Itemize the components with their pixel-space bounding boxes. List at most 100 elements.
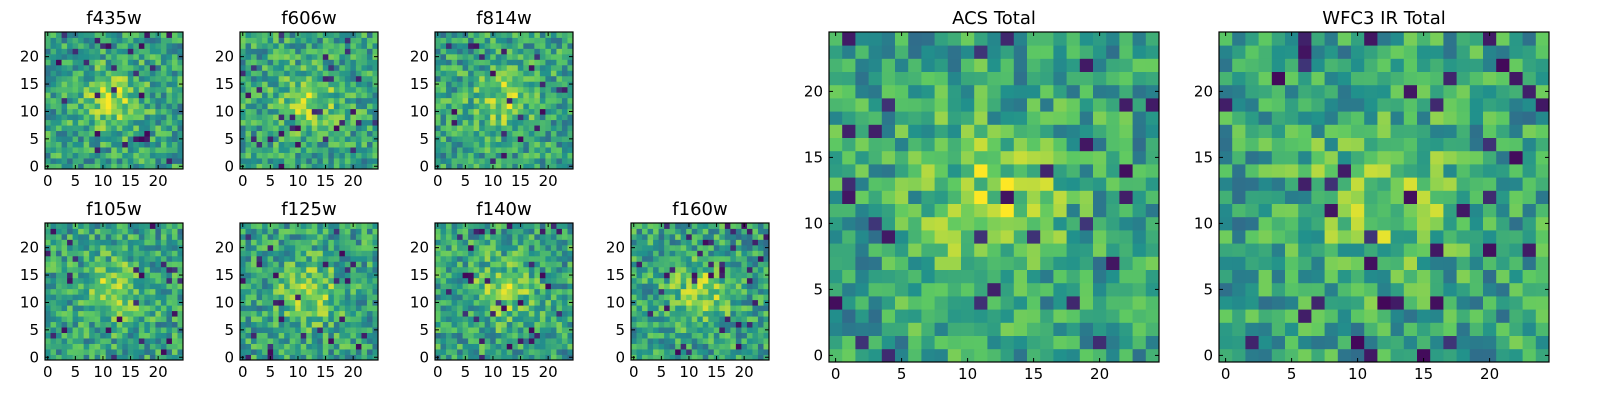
heatmap-cell (240, 277, 246, 284)
heatmap-cell (947, 322, 962, 336)
heatmap-cell (355, 48, 362, 55)
heatmap-cell (741, 261, 748, 268)
heatmap-cell (105, 294, 112, 301)
heatmap-cell (457, 32, 463, 38)
heatmap-cell (435, 266, 441, 273)
heatmap-cell (251, 59, 257, 66)
heatmap-cell (550, 283, 557, 290)
heatmap-cell (567, 223, 574, 229)
heatmap-cell (479, 141, 486, 148)
heatmap-cell (105, 305, 112, 312)
heatmap-cell (647, 239, 654, 246)
heatmap-cell (50, 255, 57, 262)
heatmap-cell (523, 136, 530, 142)
heatmap-cell (468, 59, 475, 66)
heatmap-cell (517, 147, 524, 153)
heatmap-cell (311, 277, 318, 284)
heatmap-cell (567, 228, 574, 235)
heatmap-cell (355, 81, 362, 88)
heatmap-cell (735, 228, 742, 235)
heatmap-cell (116, 152, 123, 159)
heatmap-cell (289, 255, 296, 262)
heatmap-cell (72, 283, 79, 290)
heatmap-cell (473, 75, 480, 82)
heatmap-cell (273, 305, 280, 312)
heatmap-cell (344, 119, 351, 126)
heatmap-cell (921, 243, 935, 257)
heatmap-cell (934, 203, 949, 218)
heatmap-cell (473, 108, 480, 115)
heatmap-cell (251, 250, 257, 257)
heatmap-cell (752, 272, 759, 279)
heatmap-cell (440, 119, 447, 126)
heatmap-cell (697, 239, 704, 246)
heatmap-cell (127, 283, 134, 290)
heatmap-cell (78, 349, 85, 355)
heatmap-cell (56, 114, 62, 121)
panel-title: f105w (86, 199, 141, 220)
heatmap-cell (669, 228, 676, 235)
heatmap-cell (528, 114, 535, 121)
heatmap-cell (636, 294, 643, 301)
heatmap-cell (501, 332, 508, 339)
heatmap-cell (881, 269, 896, 284)
heatmap-cell (512, 32, 519, 38)
heatmap-cell (757, 349, 764, 355)
heatmap-cell (451, 163, 458, 170)
heatmap-cell (306, 64, 313, 71)
heatmap-cell (322, 294, 329, 301)
heatmap-cell (144, 163, 151, 170)
heatmap-cell (72, 316, 79, 323)
heatmap-cell (1119, 177, 1133, 191)
heatmap-cell (895, 309, 909, 323)
heatmap-cell (144, 299, 151, 306)
heatmap-cell (1132, 309, 1147, 323)
heatmap-cell (100, 136, 107, 142)
heatmap-cell (484, 233, 491, 240)
heatmap-cell (100, 233, 107, 240)
heatmap-cell (1000, 177, 1015, 191)
heatmap-cell (83, 233, 90, 240)
heatmap-cell (752, 244, 759, 251)
y-tick-label: 10 (215, 293, 234, 311)
heatmap-cell (262, 261, 268, 268)
heatmap-cell (539, 277, 546, 284)
heatmap-cell (473, 283, 480, 290)
heatmap-cell (61, 163, 68, 170)
heatmap-cell (138, 233, 145, 240)
heatmap-cell (116, 255, 123, 262)
heatmap-cell (658, 316, 665, 323)
heatmap-cell (240, 48, 246, 55)
heatmap-cell (306, 48, 313, 55)
heatmap-cell (56, 37, 62, 44)
heatmap-cell (56, 64, 62, 71)
heatmap-cell (177, 294, 184, 301)
heatmap-cell (284, 130, 291, 137)
heatmap-cell (506, 147, 513, 153)
heatmap-cell (468, 114, 475, 121)
heatmap-cell (366, 277, 373, 284)
heatmap-cell (501, 316, 508, 323)
x-tick-label: 10 (288, 363, 307, 381)
heatmap-cell (94, 316, 101, 323)
heatmap-cell (306, 86, 313, 93)
heatmap-cell (539, 119, 546, 126)
heatmap-cell (350, 37, 357, 44)
heatmap-cell (311, 332, 318, 339)
heatmap-cell (1040, 309, 1054, 323)
heatmap-cell (127, 130, 134, 137)
heatmap-cell (636, 338, 643, 344)
heatmap-cell (350, 147, 357, 153)
heatmap-cell (829, 296, 843, 310)
heatmap-cell (240, 119, 246, 126)
heatmap-cell (691, 294, 698, 301)
heatmap-cell (56, 163, 62, 170)
heatmap-cell (166, 125, 173, 132)
heatmap-cell (366, 64, 373, 71)
heatmap-cell (111, 255, 118, 262)
heatmap-cell (372, 32, 379, 38)
heatmap-cell (495, 354, 502, 361)
heatmap-cell (144, 338, 151, 344)
heatmap-cell (245, 349, 252, 355)
heatmap-cell (171, 37, 178, 44)
